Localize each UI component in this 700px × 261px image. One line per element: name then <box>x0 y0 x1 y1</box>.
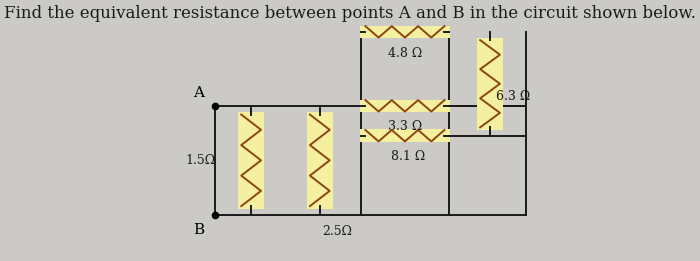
Text: 8.1 Ω: 8.1 Ω <box>391 150 425 163</box>
Bar <box>360 129 450 142</box>
Text: Find the equivalent resistance between points A and B in the circuit shown below: Find the equivalent resistance between p… <box>4 5 696 22</box>
Text: 3.3 Ω: 3.3 Ω <box>388 120 422 133</box>
Text: 6.3 Ω: 6.3 Ω <box>496 90 530 103</box>
Text: 4.8 Ω: 4.8 Ω <box>388 48 422 61</box>
Bar <box>307 112 332 209</box>
Text: 2.5Ω: 2.5Ω <box>323 225 353 238</box>
Bar <box>477 38 503 130</box>
Text: 1.5Ω: 1.5Ω <box>186 154 216 167</box>
Bar <box>238 112 264 209</box>
Text: A: A <box>193 86 204 100</box>
Text: B: B <box>193 223 204 238</box>
Bar <box>360 99 450 112</box>
Bar <box>360 26 450 38</box>
